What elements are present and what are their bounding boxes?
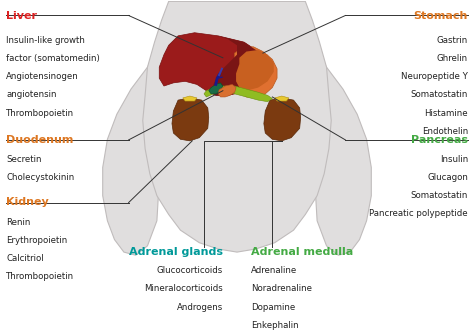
Polygon shape	[264, 98, 301, 141]
Text: Somatostatin: Somatostatin	[410, 191, 468, 200]
Text: Adrenal glands: Adrenal glands	[129, 248, 223, 257]
Polygon shape	[275, 96, 289, 101]
Text: Adrenal medulla: Adrenal medulla	[251, 248, 354, 257]
Polygon shape	[143, 1, 331, 252]
Polygon shape	[236, 50, 274, 91]
Text: Duodenum: Duodenum	[6, 135, 73, 145]
Text: Glucocorticoids: Glucocorticoids	[156, 266, 223, 275]
Text: Angiotensinogen: Angiotensinogen	[6, 72, 79, 81]
Polygon shape	[232, 47, 277, 97]
Text: Pancreatic polypeptide: Pancreatic polypeptide	[369, 210, 468, 218]
Text: Insulin: Insulin	[440, 155, 468, 164]
Text: Histamine: Histamine	[424, 109, 468, 117]
Text: Enkephalin: Enkephalin	[251, 321, 299, 330]
Text: Adrenaline: Adrenaline	[251, 266, 297, 275]
Text: Ghrelin: Ghrelin	[437, 54, 468, 63]
Text: Secretin: Secretin	[6, 155, 42, 164]
Text: Insulin-like growth: Insulin-like growth	[6, 36, 85, 45]
Text: Noradrenaline: Noradrenaline	[251, 284, 312, 293]
Polygon shape	[159, 33, 263, 95]
Text: Neuropeptide Y: Neuropeptide Y	[401, 72, 468, 81]
Text: Liver: Liver	[6, 11, 37, 21]
Text: Glucagon: Glucagon	[427, 173, 468, 182]
Text: Gastrin: Gastrin	[437, 36, 468, 45]
Text: Somatostatin: Somatostatin	[410, 90, 468, 99]
Text: Calcitriol: Calcitriol	[6, 254, 44, 263]
Text: Erythropoietin: Erythropoietin	[6, 236, 67, 245]
Polygon shape	[213, 36, 263, 95]
Text: Pancreas: Pancreas	[411, 135, 468, 145]
Polygon shape	[218, 84, 236, 97]
Text: Endothelin: Endothelin	[422, 127, 468, 136]
Polygon shape	[183, 96, 197, 101]
Text: Renin: Renin	[6, 217, 30, 227]
Text: Androgens: Androgens	[177, 303, 223, 312]
Text: Kidney: Kidney	[6, 197, 49, 207]
Text: Thrombopoietin: Thrombopoietin	[6, 272, 74, 281]
Text: angiotensin: angiotensin	[6, 90, 56, 99]
Polygon shape	[305, 20, 371, 255]
Text: Mineralocorticoids: Mineralocorticoids	[144, 284, 223, 293]
Polygon shape	[103, 20, 169, 255]
Polygon shape	[204, 86, 273, 102]
Text: Dopamine: Dopamine	[251, 303, 295, 312]
Text: Thrombopoietin: Thrombopoietin	[6, 109, 74, 117]
Text: Stomach: Stomach	[413, 11, 468, 21]
Text: Cholecystokinin: Cholecystokinin	[6, 173, 74, 182]
Polygon shape	[172, 98, 209, 141]
Text: factor (somatomedin): factor (somatomedin)	[6, 54, 100, 63]
Polygon shape	[209, 83, 223, 94]
